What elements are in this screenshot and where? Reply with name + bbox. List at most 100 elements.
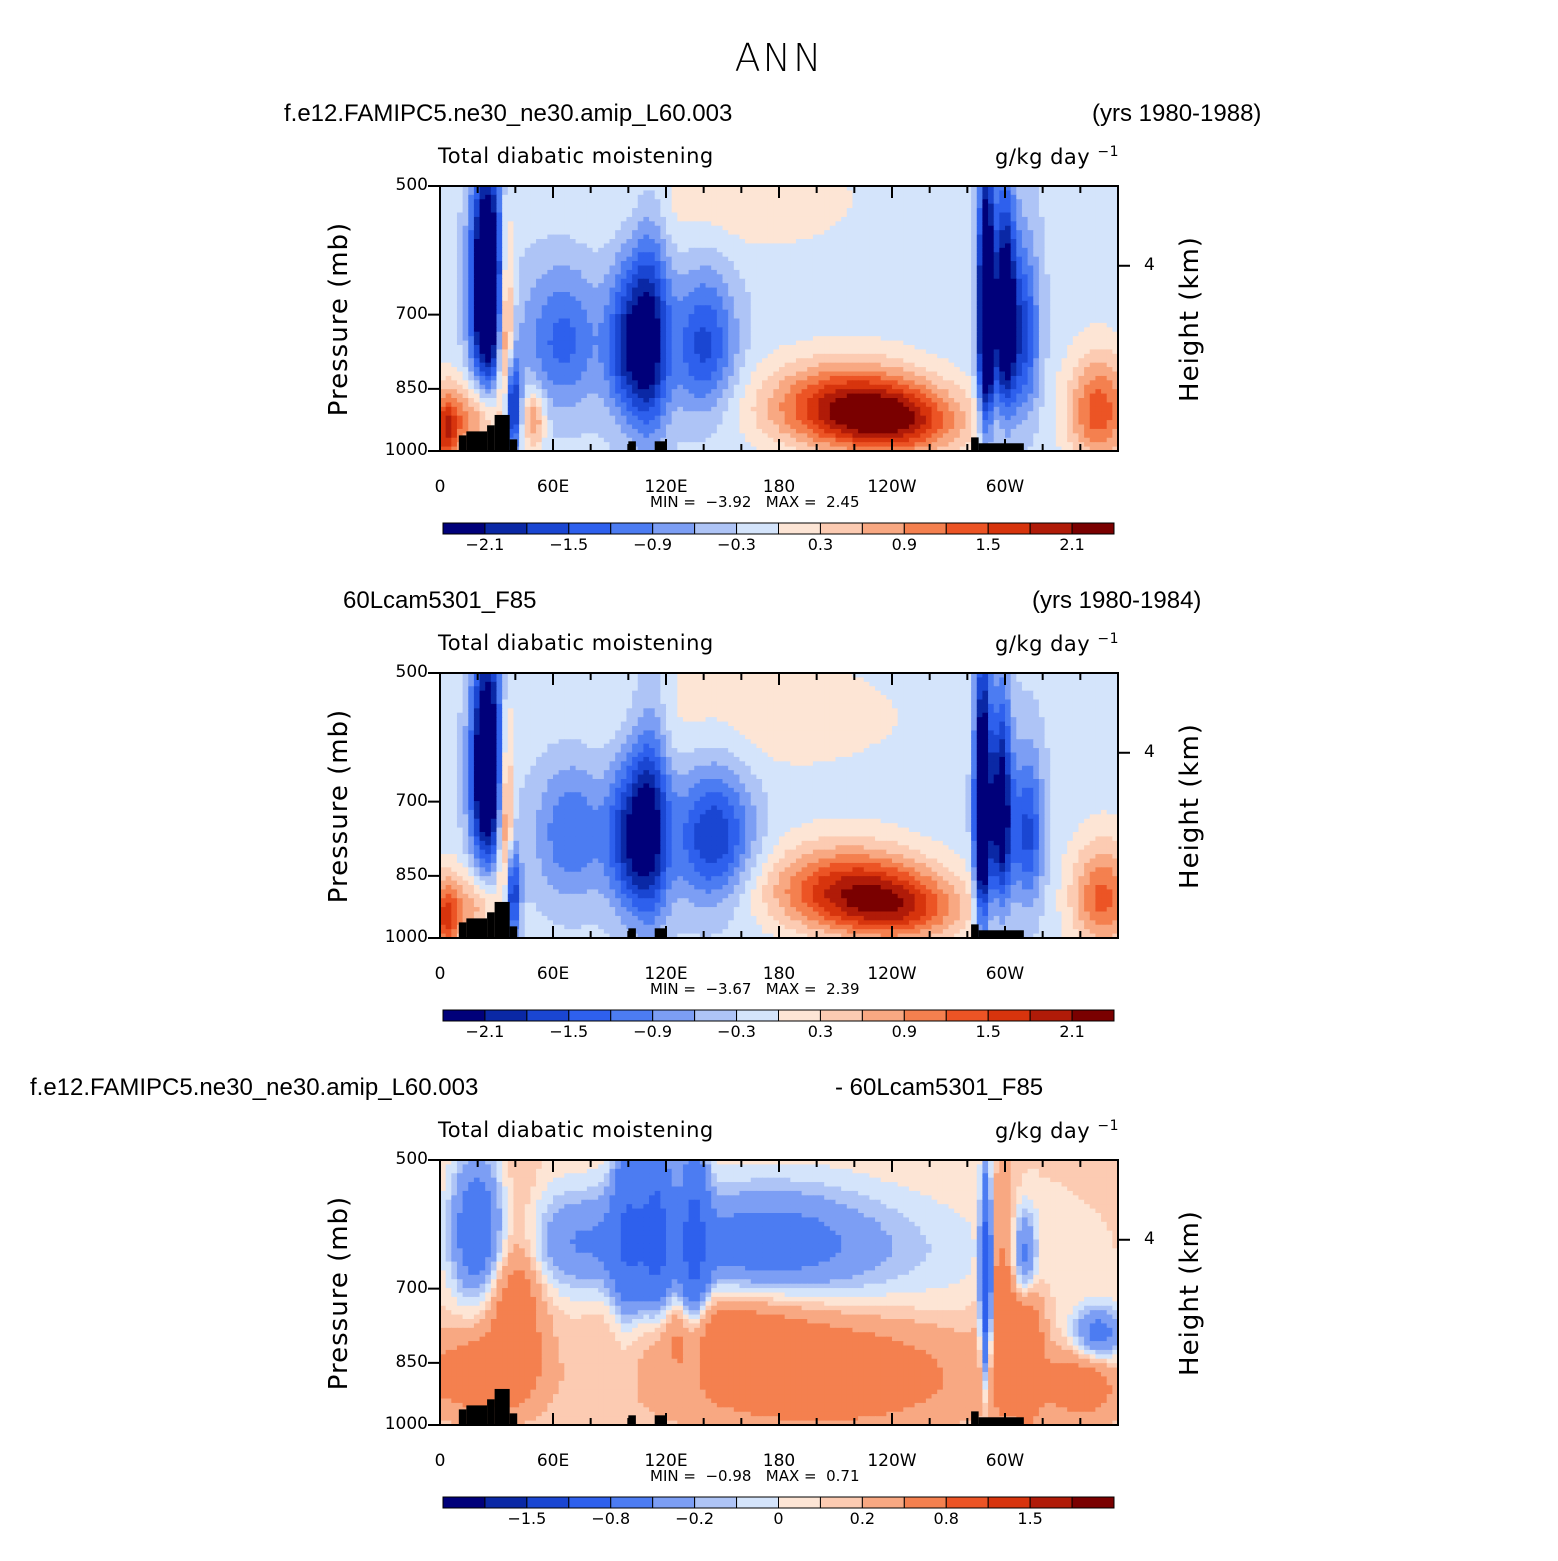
contour-cell	[473, 221, 481, 227]
contour-cell	[524, 358, 531, 364]
contour-cell	[733, 300, 741, 306]
contour-cell	[643, 300, 650, 306]
contour-cell	[513, 283, 520, 289]
contour-cell	[762, 194, 769, 200]
contour-cell	[671, 327, 678, 333]
contour-cell	[1106, 278, 1113, 284]
contour-cell	[643, 340, 650, 346]
contour-cell	[982, 314, 989, 320]
contour-cell	[1050, 265, 1057, 271]
contour-cell	[762, 247, 769, 253]
contour-cell	[1084, 221, 1091, 227]
contour-cell	[976, 331, 983, 337]
contour-cell	[519, 243, 526, 249]
contour-cell	[671, 230, 678, 236]
contour-cell	[908, 345, 916, 351]
contour-cell	[536, 336, 543, 342]
contour-cell	[925, 314, 933, 320]
contour-cell	[1044, 296, 1051, 302]
contour-cell	[649, 186, 656, 192]
contour-cell	[1072, 225, 1080, 231]
contour-cell	[931, 190, 938, 196]
contour-cell	[553, 234, 560, 240]
contour-cell	[682, 287, 690, 293]
contour-cell	[473, 353, 481, 359]
contour-cell	[982, 269, 989, 275]
contour-cell	[858, 309, 865, 315]
contour-cell	[875, 358, 882, 364]
contour-cell	[1067, 296, 1074, 302]
contour-cell	[1033, 221, 1040, 227]
contour-cell	[569, 203, 577, 209]
contour-cell	[1033, 256, 1040, 262]
contour-cell	[671, 353, 678, 359]
contour-cell	[519, 203, 526, 209]
contour-cell	[779, 186, 786, 192]
contour-cell	[767, 274, 774, 280]
contour-cell	[626, 358, 633, 364]
contour-cell	[1067, 261, 1074, 267]
contour-cell	[739, 203, 746, 209]
contour-cell	[762, 261, 769, 267]
contour-cell	[841, 358, 848, 364]
contour-cell	[835, 278, 842, 284]
contour-cell	[925, 336, 933, 342]
contour-cell	[564, 199, 571, 205]
contour-cell	[750, 322, 757, 328]
contour-cell	[445, 340, 452, 346]
contour-cell	[1061, 221, 1068, 227]
contour-cell	[892, 194, 899, 200]
contour-cell	[462, 349, 469, 355]
contour-cell	[473, 336, 481, 342]
contour-cell	[835, 265, 842, 271]
contour-cell	[745, 243, 752, 249]
contour-cell	[677, 318, 684, 324]
contour-cell	[530, 345, 537, 351]
contour-cell	[711, 340, 718, 346]
contour-cell	[1095, 296, 1102, 302]
contour-cell	[632, 269, 639, 275]
contour-cell	[1050, 208, 1057, 214]
contour-cell	[569, 314, 577, 320]
contour-cell	[971, 353, 978, 359]
contour-cell	[767, 239, 774, 245]
contour-cell	[739, 190, 746, 196]
contour-cell	[773, 243, 780, 249]
contour-cell	[993, 318, 1000, 324]
contour-cell	[660, 256, 667, 262]
contour-cell	[784, 292, 791, 298]
contour-cell	[937, 300, 944, 306]
contour-cell	[903, 331, 910, 337]
contour-cell	[507, 322, 515, 328]
contour-cell	[598, 367, 605, 373]
contour-cell	[880, 256, 887, 262]
contour-cell	[1027, 212, 1034, 218]
contour-cell	[598, 292, 605, 298]
contour-cell	[530, 190, 537, 196]
contour-cell	[1101, 336, 1108, 342]
contour-cell	[688, 221, 695, 227]
contour-cell	[490, 296, 498, 302]
contour-cell	[1061, 265, 1068, 271]
contour-cell	[835, 345, 842, 351]
contour-cell	[1038, 274, 1046, 280]
contour-cell	[632, 216, 639, 222]
contour-cell	[863, 340, 870, 346]
contour-cell	[1067, 318, 1074, 324]
contour-cell	[609, 322, 616, 328]
contour-cell	[767, 292, 774, 298]
contour-cell	[632, 225, 639, 231]
contour-cell	[1033, 194, 1040, 200]
contour-cell	[756, 331, 763, 337]
contour-cell	[846, 283, 854, 289]
contour-cell	[762, 216, 769, 222]
contour-cell	[632, 322, 639, 328]
contour-cell	[858, 314, 865, 320]
contour-cell	[711, 322, 718, 328]
contour-cell	[1027, 283, 1034, 289]
contour-cell	[824, 265, 831, 271]
contour-cell	[581, 305, 588, 311]
contour-cell	[818, 199, 825, 205]
contour-cell	[942, 252, 950, 258]
contour-cell	[779, 309, 786, 315]
